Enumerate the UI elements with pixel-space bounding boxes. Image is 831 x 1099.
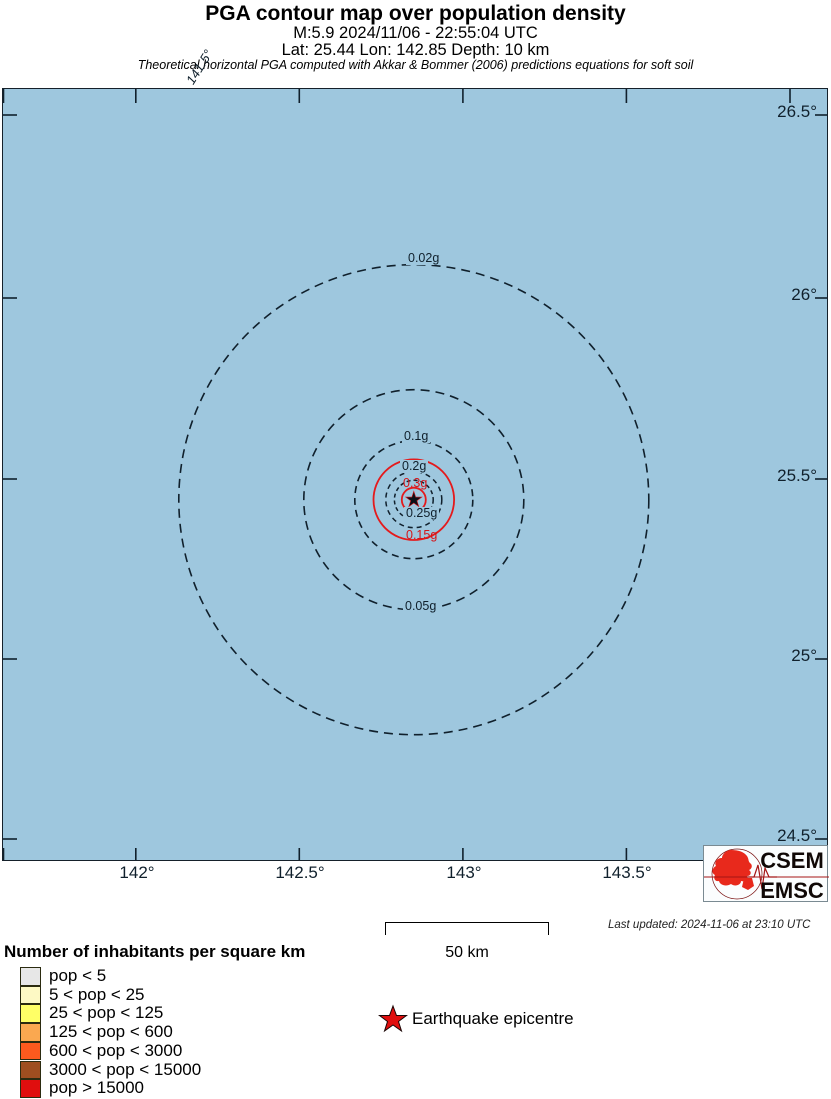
svg-text:EMSC: EMSC (760, 878, 824, 903)
svg-text:CSEM: CSEM (760, 848, 824, 873)
